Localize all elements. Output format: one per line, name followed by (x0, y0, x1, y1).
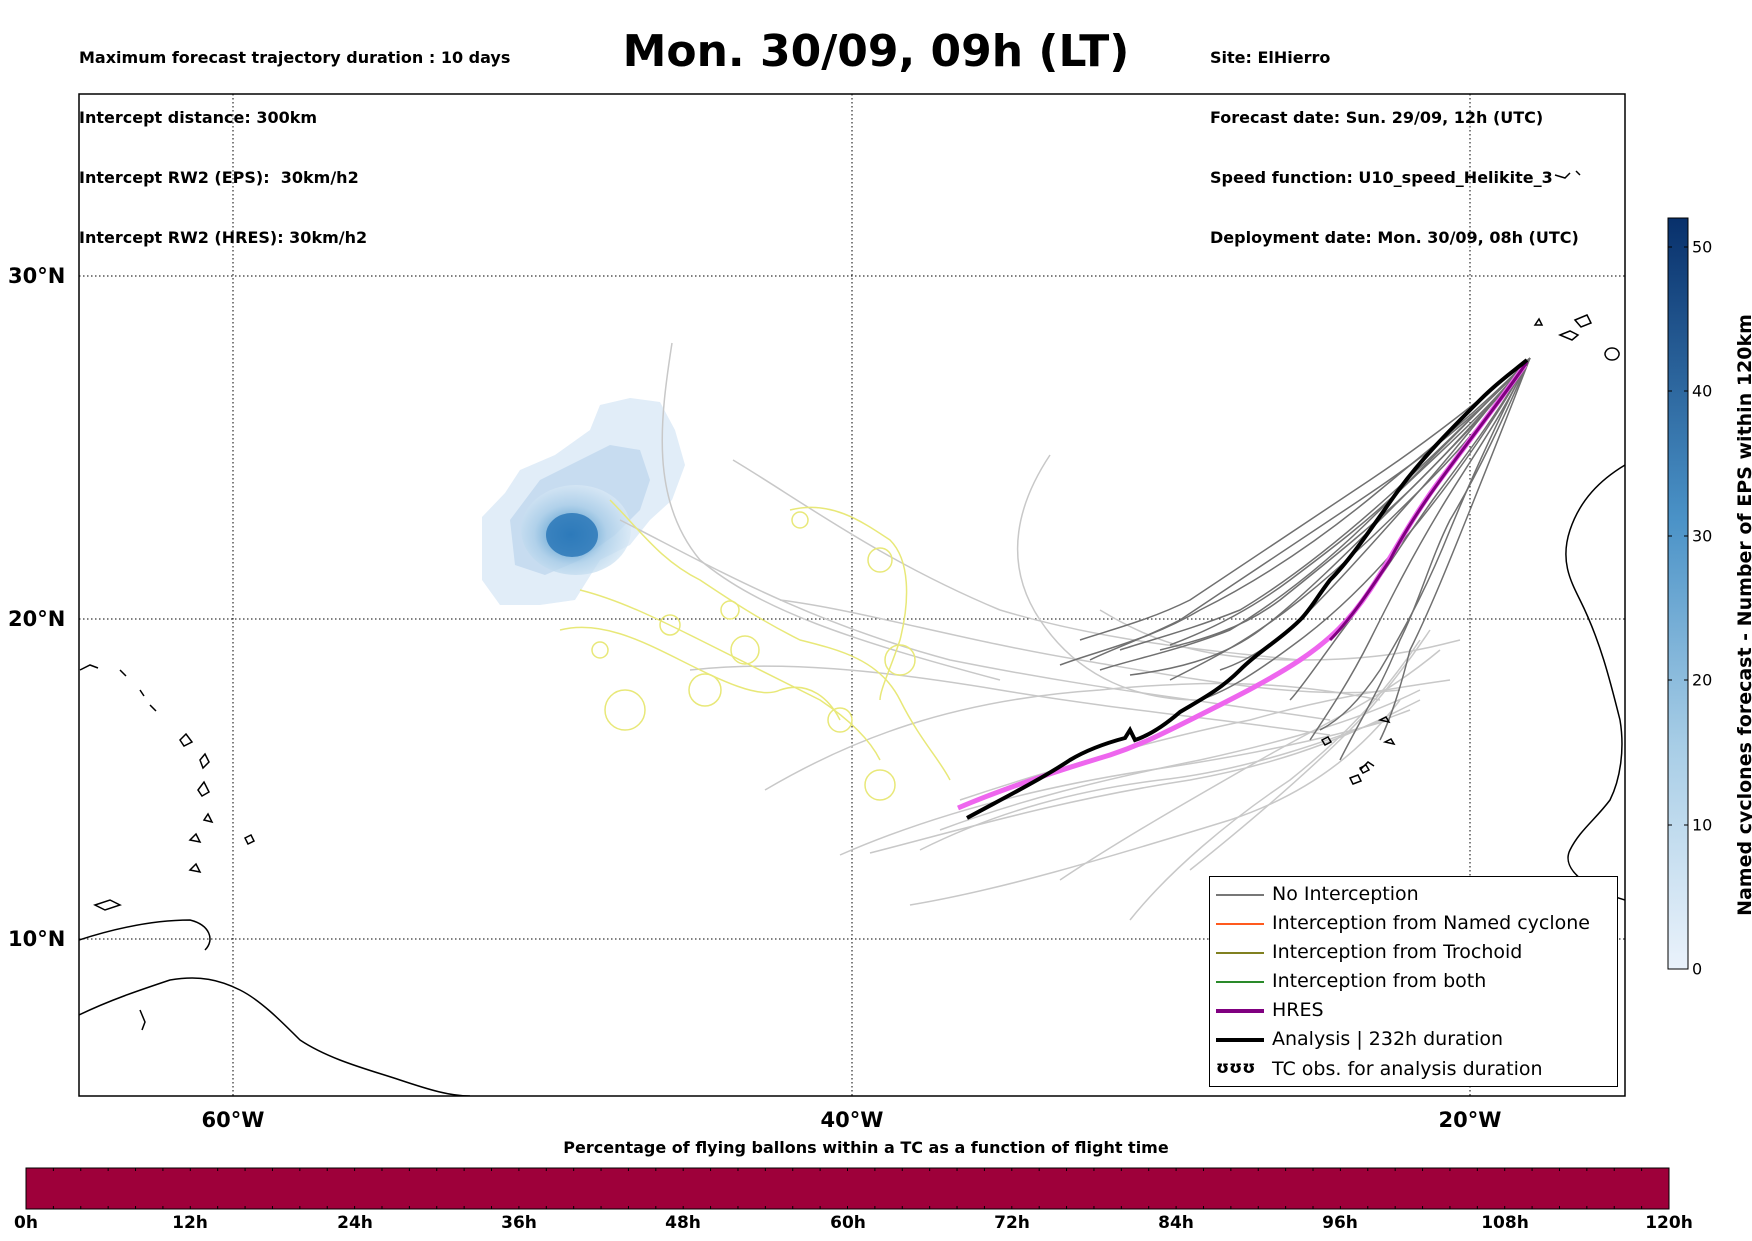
legend-swatch (1216, 923, 1264, 925)
colorbar-tick: 10 (1692, 815, 1713, 835)
flight-bar-tick: 72h (994, 1213, 1030, 1233)
legend-swatch (1216, 1038, 1264, 1042)
colorbar-tick: 40 (1692, 381, 1713, 401)
flight-bar-tick: 120h (1645, 1213, 1693, 1233)
analysis-track (966, 358, 1529, 820)
legend-item: Analysis | 232h duration (1210, 1025, 1617, 1054)
flight-bar-tick: 48h (665, 1213, 701, 1233)
legend-swatch (1216, 894, 1264, 896)
header-right-line: Forecast date: Sun. 29/09, 12h (UTC) (1210, 108, 1544, 127)
flight-time-bar (25, 1167, 1670, 1210)
tc-obs-icon: ʊʊʊ (1216, 1058, 1256, 1078)
hres-track-segment (1328, 361, 1529, 642)
cyclone-density-area (482, 398, 685, 605)
flight-bar-tick: 24h (337, 1213, 373, 1233)
legend-swatch (1216, 1009, 1264, 1013)
longitude-tick: 20°W (1438, 1108, 1502, 1132)
header-info-left: Maximum forecast trajectory duration : 1… (79, 8, 510, 268)
trochoid-tracks (559, 499, 951, 801)
header-right-line: Speed function: U10_speed_Helikite_3 (1210, 168, 1553, 187)
legend-label: Analysis | 232h duration (1272, 1028, 1504, 1050)
colorbar-tick: 30 (1692, 526, 1713, 546)
colorbar-title: Named cyclones forecast - Number of EPS … (1734, 314, 1752, 916)
legend-item: HRES (1210, 996, 1617, 1025)
legend-item: Interception from Named cyclone (1210, 909, 1617, 938)
legend-item: No Interception (1210, 880, 1617, 909)
flight-bar-tick: 84h (1158, 1213, 1194, 1233)
latitude-tick: 30°N (8, 264, 66, 288)
legend-swatch (1216, 952, 1264, 954)
latitude-tick: 10°N (8, 927, 66, 951)
legend-label: Interception from Trochoid (1272, 941, 1523, 963)
colorbar-tick: 50 (1692, 237, 1713, 257)
map-legend: No Interception Interception from Named … (1209, 876, 1618, 1087)
legend-label: TC obs. for analysis duration (1272, 1058, 1543, 1080)
coastlines (79, 170, 1625, 1096)
legend-label: Interception from Named cyclone (1272, 912, 1590, 934)
flight-bar-tick: 36h (501, 1213, 537, 1233)
header-right-line: Site: ElHierro (1210, 48, 1331, 67)
latitude-tick: 20°N (8, 607, 66, 631)
hres-track (957, 363, 1528, 811)
legend-swatch (1216, 981, 1264, 983)
flight-bar-tick: 60h (830, 1213, 866, 1233)
longitude-tick: 60°W (201, 1108, 265, 1132)
colorbar-tick: 20 (1692, 670, 1713, 690)
flight-bar-tick: 96h (1322, 1213, 1358, 1233)
header-left-line: Intercept distance: 300km (79, 108, 318, 127)
flight-bar-tick: 108h (1481, 1213, 1529, 1233)
legend-item: Interception from Trochoid (1210, 938, 1617, 967)
map-frame (78, 93, 1626, 1097)
flight-bar-title: Percentage of flying ballons within a TC… (563, 1138, 1169, 1157)
colorbar-tick: 0 (1692, 959, 1703, 979)
longitude-tick: 40°W (820, 1108, 884, 1132)
legend-label: No Interception (1272, 883, 1419, 905)
map-title: Mon. 30/09, 09h (LT) (622, 26, 1130, 77)
flight-bar-tick: 0h (14, 1213, 38, 1233)
header-left-line: Maximum forecast trajectory duration : 1… (79, 48, 511, 67)
flight-bar-tick: 12h (172, 1213, 208, 1233)
header-left-line: Intercept RW2 (EPS): 30km/h2 (79, 168, 359, 187)
density-colorbar (1667, 217, 1689, 970)
legend-label: HRES (1272, 999, 1324, 1021)
header-left-line: Intercept RW2 (HRES): 30km/h2 (79, 228, 368, 247)
legend-label: Interception from both (1272, 970, 1487, 992)
eps-tracks (1059, 357, 1531, 761)
header-info-right: Site: ElHierro Forecast date: Sun. 29/09… (1210, 8, 1579, 268)
legend-item: ʊʊʊ TC obs. for analysis duration (1210, 1055, 1617, 1084)
legend-item: Interception from both (1210, 967, 1617, 996)
